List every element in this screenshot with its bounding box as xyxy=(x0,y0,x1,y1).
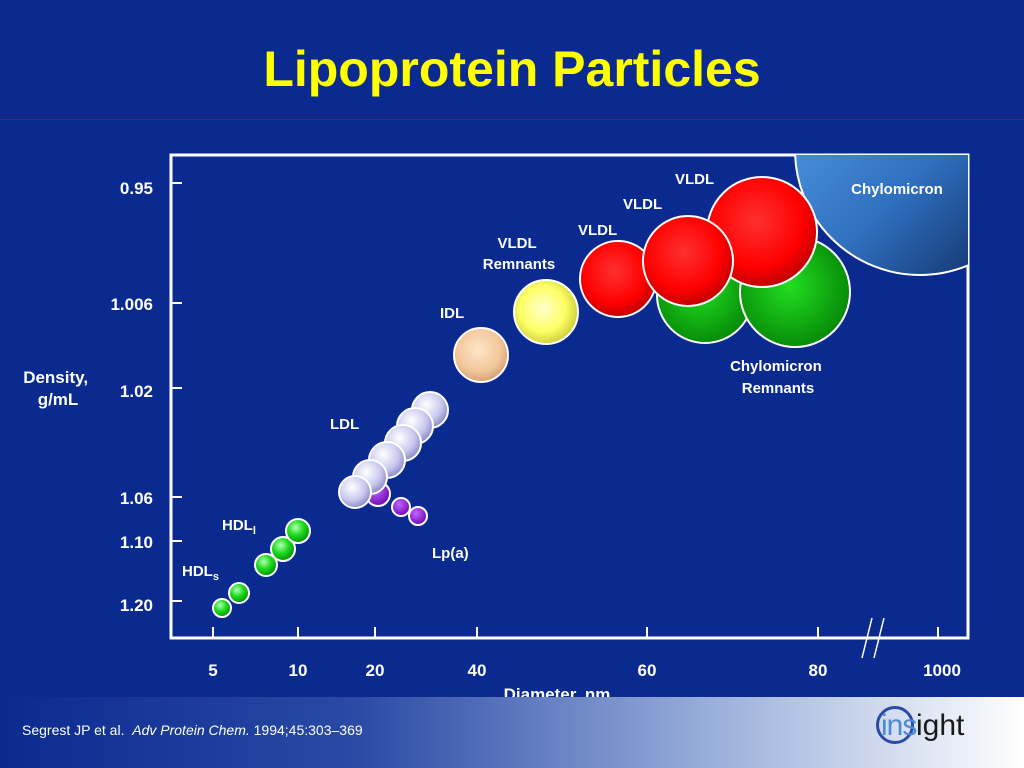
series-labels: HDLs HDLl Lp(a) LDL IDL VLDL Remnants VL… xyxy=(182,171,943,583)
x-tick-label: 20 xyxy=(366,661,385,680)
logo-text-ight: ight xyxy=(916,709,965,742)
citation-ref: 1994;45:303–369 xyxy=(253,722,363,738)
y-tick-label: 1.20 xyxy=(120,596,153,615)
x-tick-label: 10 xyxy=(289,661,308,680)
x-tick-label: 80 xyxy=(809,661,828,680)
y-tick-label: 0.95 xyxy=(120,179,153,198)
lipoprotein-chart: 0.95 1.006 1.02 1.06 1.10 1.20 Density, … xyxy=(23,153,970,697)
marker-lpa xyxy=(408,506,428,526)
label-chylomicron: Chylomicron xyxy=(851,181,943,198)
marker-vldl xyxy=(642,215,734,307)
label-vldl-3: VLDL xyxy=(578,222,617,239)
label-vldl-remnants: VLDL Remnants xyxy=(483,235,556,273)
label-chylomicron-remnants: Chylomicron Remnants xyxy=(730,358,826,397)
label-hdll-main: HDL xyxy=(222,517,253,534)
marker-ldl xyxy=(338,475,372,509)
marker-idl xyxy=(453,327,509,383)
label-hdls: HDLs xyxy=(182,563,219,583)
label-hdls-sub: s xyxy=(213,571,219,583)
marker-hdll xyxy=(270,536,296,562)
label-idl: IDL xyxy=(440,305,464,322)
y-tick-label: 1.06 xyxy=(120,489,153,508)
x-tick-label: 40 xyxy=(468,661,487,680)
markers xyxy=(212,176,851,618)
logo-ring-icon xyxy=(876,706,914,744)
x-axis: 5 10 20 40 60 80 1000 Diameter, nm xyxy=(208,617,961,697)
footer-band xyxy=(0,697,1024,768)
x-tick-label: 60 xyxy=(638,661,657,680)
insight-logo: ins ight xyxy=(876,703,996,749)
title-divider xyxy=(0,119,1024,120)
marker-lpa xyxy=(391,497,411,517)
logo-text-ins: ins xyxy=(881,709,917,742)
label-hdll: HDLl xyxy=(222,517,256,537)
y-tick-label: 1.006 xyxy=(110,295,153,314)
citation-journal: Adv Protein Chem. xyxy=(132,722,250,738)
marker-hdls xyxy=(212,598,232,618)
citation: Segrest JP et al. Adv Protein Chem. 1994… xyxy=(22,722,363,738)
label-vldl-2: VLDL xyxy=(623,196,662,213)
marker-hdls xyxy=(254,553,278,577)
marker-chylomicron xyxy=(794,155,968,276)
y-axis: 0.95 1.006 1.02 1.06 1.10 1.20 Density, … xyxy=(23,179,182,615)
plot-frame xyxy=(169,153,970,640)
label-ldl: LDL xyxy=(330,416,359,433)
marker-hdls xyxy=(228,582,250,604)
axis-break-mark xyxy=(861,617,873,659)
label-hdll-sub: l xyxy=(253,525,256,537)
y-tick-label: 1.10 xyxy=(120,533,153,552)
marker-hdll xyxy=(285,518,311,544)
label-vldl-1: VLDL xyxy=(675,171,714,188)
x-axis-label: Diameter, nm xyxy=(504,685,611,697)
x-tick-label: 1000 xyxy=(923,661,961,680)
axis-break-mark xyxy=(873,617,885,659)
slide-title: Lipoprotein Particles xyxy=(263,41,761,97)
y-axis-label: Density, g/mL xyxy=(23,368,93,409)
citation-authors: Segrest JP et al. xyxy=(22,722,125,738)
marker-vldl-remnants xyxy=(513,279,579,345)
x-tick-label: 5 xyxy=(208,661,217,680)
label-hdls-main: HDL xyxy=(182,563,213,580)
y-tick-label: 1.02 xyxy=(120,382,153,401)
label-lpa: Lp(a) xyxy=(432,545,469,562)
